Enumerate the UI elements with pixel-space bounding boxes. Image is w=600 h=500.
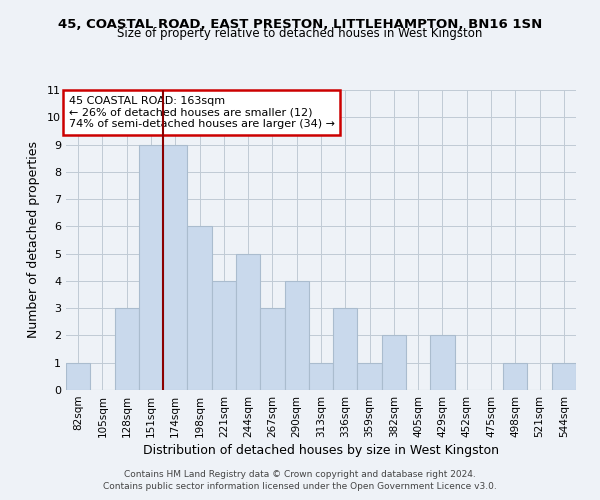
Text: 45 COASTAL ROAD: 163sqm
← 26% of detached houses are smaller (12)
74% of semi-de: 45 COASTAL ROAD: 163sqm ← 26% of detache…	[68, 96, 335, 129]
Bar	[115, 308, 139, 390]
Text: Contains HM Land Registry data © Crown copyright and database right 2024.: Contains HM Land Registry data © Crown c…	[124, 470, 476, 479]
Bar	[382, 336, 406, 390]
Bar	[309, 362, 333, 390]
Text: 45, COASTAL ROAD, EAST PRESTON, LITTLEHAMPTON, BN16 1SN: 45, COASTAL ROAD, EAST PRESTON, LITTLEHA…	[58, 18, 542, 30]
X-axis label: Distribution of detached houses by size in West Kingston: Distribution of detached houses by size …	[143, 444, 499, 457]
Bar	[163, 144, 187, 390]
Bar	[333, 308, 358, 390]
Bar	[139, 144, 163, 390]
Bar	[66, 362, 90, 390]
Bar	[260, 308, 284, 390]
Bar	[430, 336, 455, 390]
Text: Size of property relative to detached houses in West Kingston: Size of property relative to detached ho…	[118, 28, 482, 40]
Bar	[358, 362, 382, 390]
Y-axis label: Number of detached properties: Number of detached properties	[27, 142, 40, 338]
Text: Contains public sector information licensed under the Open Government Licence v3: Contains public sector information licen…	[103, 482, 497, 491]
Bar	[236, 254, 260, 390]
Bar	[552, 362, 576, 390]
Bar	[187, 226, 212, 390]
Bar	[284, 281, 309, 390]
Bar	[503, 362, 527, 390]
Bar	[212, 281, 236, 390]
